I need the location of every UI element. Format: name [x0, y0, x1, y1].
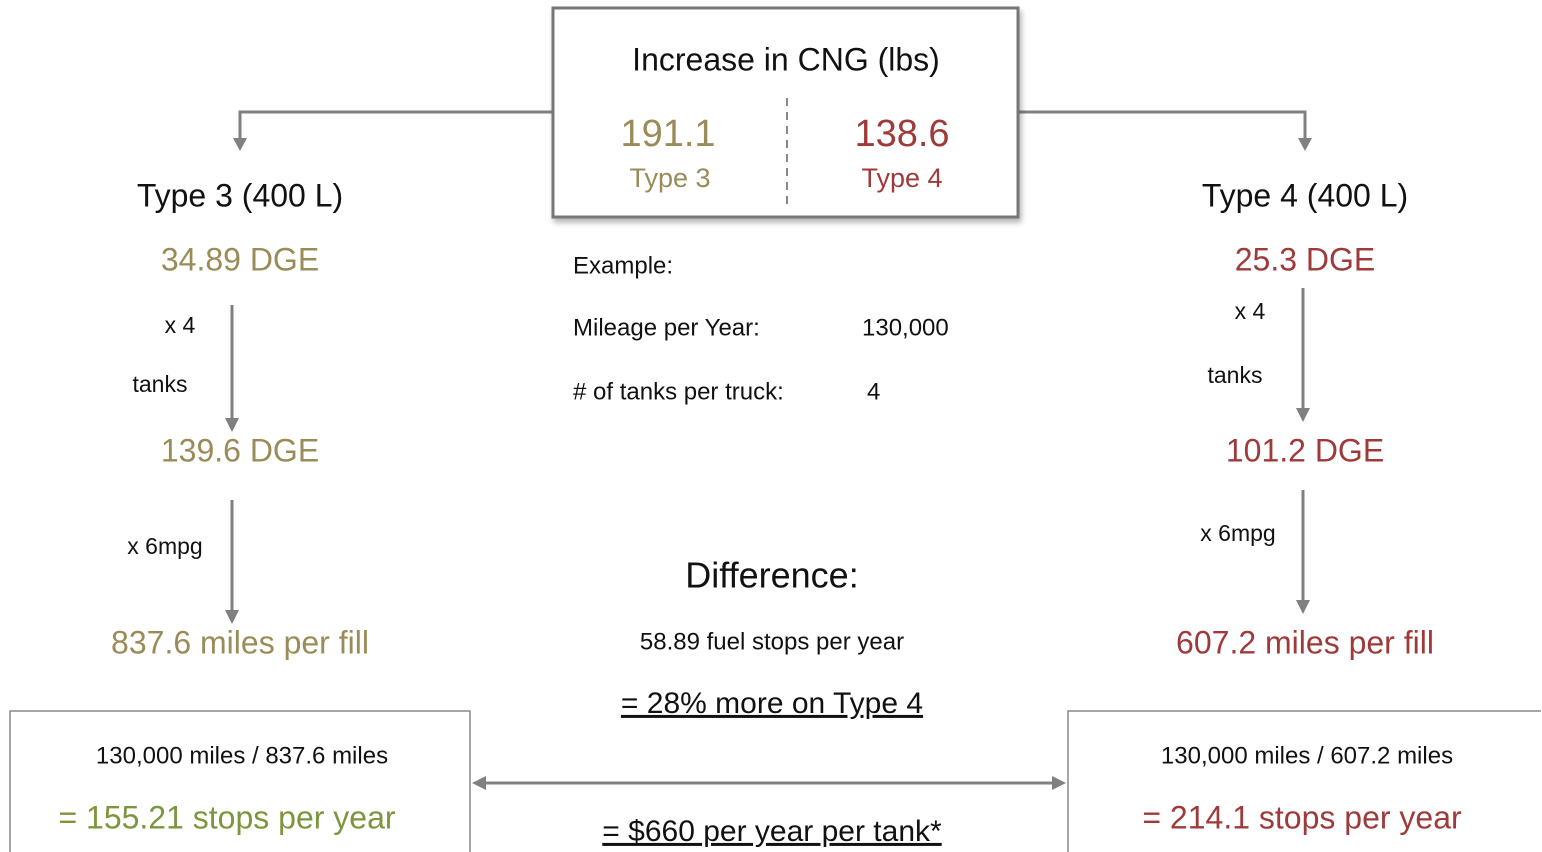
example-heading: Example:	[573, 252, 673, 279]
left-mult-unit: tanks	[133, 371, 188, 397]
right-dge: 25.3 DGE	[1235, 241, 1376, 277]
arrowhead	[1296, 600, 1310, 614]
left-mpg: x 6mpg	[127, 533, 202, 559]
arrowhead	[225, 418, 239, 432]
difference-cost: = $660 per year per tank*	[602, 815, 942, 848]
type3-label: Type 3	[629, 163, 710, 193]
arrowhead	[225, 610, 239, 624]
arrowhead	[233, 138, 247, 151]
difference-percent: = 28% more on Type 4	[621, 687, 923, 720]
difference-heading: Difference:	[685, 555, 858, 596]
box-title: Increase in CNG (lbs)	[632, 41, 940, 77]
right-stops: = 214.1 stops per year	[1142, 799, 1462, 835]
mileage-value: 130,000	[862, 314, 949, 341]
right-total: 101.2 DGE	[1226, 432, 1384, 468]
left-dge: 34.89 DGE	[161, 241, 319, 277]
right-range: 607.2 miles per fill	[1176, 624, 1434, 660]
arrowhead	[1298, 138, 1312, 151]
right-mult: x 4	[1235, 298, 1266, 324]
left-stops: = 155.21 stops per year	[58, 799, 395, 835]
difference-stops: 58.89 fuel stops per year	[640, 628, 904, 655]
left-box	[9, 710, 471, 852]
top-box	[551, 6, 1020, 219]
tanks-value: 4	[867, 378, 880, 405]
mileage-label: Mileage per Year:	[573, 314, 760, 341]
left-calc: 130,000 miles / 837.6 miles	[96, 742, 388, 769]
type4-label: Type 4	[861, 163, 942, 193]
connector	[1018, 110, 1307, 140]
arrowhead	[1296, 408, 1310, 422]
connector	[238, 110, 553, 140]
type4-value: 138.6	[854, 113, 949, 155]
right-mult-unit: tanks	[1208, 362, 1263, 388]
left-range: 837.6 miles per fill	[111, 624, 369, 660]
right-mpg: x 6mpg	[1200, 520, 1275, 546]
right-calc: 130,000 miles / 607.2 miles	[1161, 742, 1453, 769]
left-total: 139.6 DGE	[161, 432, 319, 468]
left-title: Type 3 (400 L)	[137, 177, 343, 213]
left-mult: x 4	[165, 312, 196, 338]
right-title: Type 4 (400 L)	[1202, 177, 1408, 213]
type3-value: 191.1	[620, 113, 715, 155]
arrowhead	[472, 776, 486, 790]
tanks-label: # of tanks per truck:	[573, 378, 784, 405]
right-box	[1067, 710, 1541, 852]
arrowhead	[1052, 776, 1066, 790]
